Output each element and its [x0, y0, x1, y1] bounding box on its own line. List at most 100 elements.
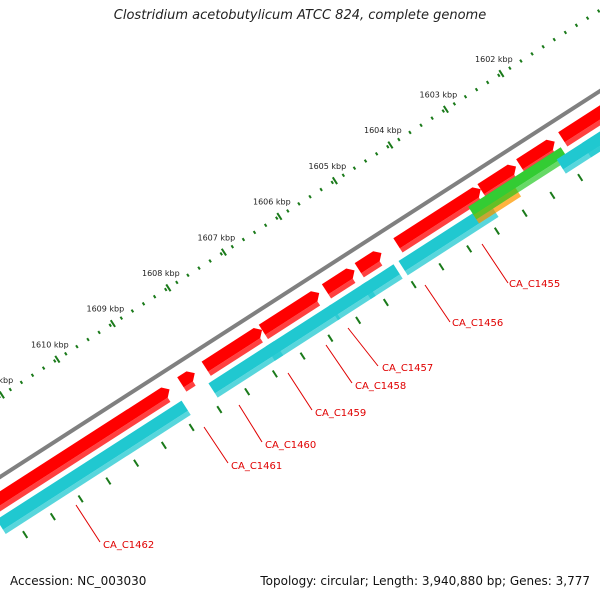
ruler-minor-tick [230, 244, 235, 249]
cds-ca_c1460[interactable] [201, 328, 263, 372]
gene-ca_c1457[interactable] [361, 264, 400, 295]
ruler-minor-tick [197, 266, 201, 271]
ruler-minor-tick [141, 301, 146, 306]
gene-ca_c1457-shade [368, 274, 403, 300]
ruler-label: 1610 kbp [31, 340, 69, 349]
ruler-minor-tick [97, 330, 101, 335]
cds-next[interactable] [558, 87, 600, 143]
ruler-inner-tick [133, 459, 140, 468]
cds-ca_c1455-a[interactable] [477, 164, 517, 195]
ruler-minor-tick [275, 216, 279, 221]
ruler-inner-tick [521, 209, 528, 218]
ruler-minor-tick [596, 9, 600, 13]
label-ca_c1455[interactable]: CA_C1455 [509, 279, 560, 290]
label-ca_c1458[interactable]: CA_C1458 [355, 381, 406, 392]
ruler-minor-tick [519, 59, 523, 63]
ruler-major-tick [54, 355, 61, 364]
ruler-inner-tick [327, 334, 334, 343]
cds-ca_c1461[interactable] [177, 371, 195, 388]
ruler-inner-tick [77, 494, 84, 503]
leader-ca_c1461 [203, 426, 229, 464]
ruler-minor-tick [552, 37, 556, 42]
ruler-major-tick [276, 212, 283, 221]
ruler-inner-tick [410, 280, 417, 289]
ruler-minor-tick [53, 359, 57, 363]
cds-ca_c1458[interactable] [321, 268, 355, 295]
gene-ca_c1460[interactable] [208, 341, 281, 394]
ruler-minor-tick [8, 387, 13, 392]
gene-ca_c1462[interactable] [0, 400, 189, 530]
ruler-minor-tick [164, 287, 168, 292]
ruler-label: 1607 kbp [197, 233, 235, 242]
ruler-minor-tick [186, 273, 190, 278]
gene-ca_c1459-shade [272, 314, 341, 361]
ruler-minor-tick [263, 223, 268, 228]
ruler-minor-tick [330, 180, 334, 185]
ruler-minor-tick [430, 116, 434, 121]
map-title: Clostridium acetobutylicum ATCC 824, com… [113, 8, 487, 23]
cds-ca_c1455-b[interactable] [516, 139, 555, 170]
ruler-minor-tick [408, 130, 412, 135]
ruler-label: 1609 kbp [86, 305, 124, 314]
ruler-minor-tick [308, 194, 312, 199]
label-ca_c1459[interactable]: CA_C1459 [315, 408, 366, 419]
ruler-inner-tick [160, 441, 167, 450]
ruler-major-tick [220, 248, 227, 257]
ruler-minor-tick [86, 337, 90, 342]
ruler-minor-tick [497, 73, 501, 78]
ruler-major-tick [331, 176, 338, 185]
gene-ca_c1456-shade [405, 212, 499, 276]
ruler-minor-tick [452, 101, 457, 106]
genome-summary: Topology: circular; Length: 3,940,880 bp… [260, 574, 590, 588]
ruler-label: 1608 kbp [142, 269, 180, 278]
rna-feature-ca_c1455-shade [476, 192, 522, 224]
ruler-inner-tick [493, 227, 500, 235]
label-ca_c1462[interactable]: CA_C1462 [103, 540, 154, 551]
leader-ca_c1456 [424, 284, 451, 323]
leader-ca_c1455 [481, 243, 509, 284]
gene-next[interactable] [581, 105, 600, 154]
ruler-inner-tick [49, 512, 56, 521]
label-ca_c1460[interactable]: CA_C1460 [265, 440, 316, 451]
ruler-minor-tick [152, 294, 157, 299]
cds-ca_c1457[interactable] [354, 251, 382, 274]
gene-ca_c1460-shade [214, 351, 284, 398]
ruler-minor-tick [252, 230, 257, 235]
ruler-minor-tick [75, 344, 79, 349]
ruler-minor-tick [474, 87, 479, 92]
ruler-inner-tick [105, 477, 112, 485]
gene-ca_c1458[interactable] [328, 281, 374, 317]
rna-ca_c1455-shade [473, 155, 569, 220]
gene-ca_c1456[interactable] [398, 202, 496, 272]
ruler-minor-tick [241, 237, 246, 242]
cds-ca_c1456[interactable] [393, 187, 481, 249]
ruler-minor-tick [574, 23, 579, 28]
ruler-minor-tick [530, 51, 534, 56]
ruler-minor-tick [386, 144, 390, 149]
cds-ca_c1459[interactable] [258, 291, 320, 335]
ruler-inner-tick [549, 191, 556, 200]
ruler-inner-tick [22, 530, 29, 539]
cds-ca_c1458-shade [328, 278, 356, 299]
ruler-minor-tick [297, 201, 301, 206]
label-ca_c1457[interactable]: CA_C1457 [382, 363, 433, 374]
ruler-minor-tick [219, 251, 223, 256]
ruler-minor-tick [108, 323, 112, 328]
cds-ca_c1456-shade [399, 197, 482, 253]
ruler-label: 1604 kbp [364, 126, 402, 135]
label-ca_c1461[interactable]: CA_C1461 [231, 461, 282, 472]
ruler-inner-tick [438, 262, 445, 271]
ruler-minor-tick [208, 259, 212, 263]
ruler-label: 1605 kbp [309, 162, 347, 171]
rna-ca_c1455[interactable] [468, 147, 567, 216]
ruler-minor-tick [64, 351, 68, 356]
ruler-minor-tick [419, 123, 423, 128]
ruler-minor-tick [541, 44, 545, 49]
cds-ca_c1462[interactable] [0, 387, 170, 508]
cds-ca_c1461-shade [183, 381, 196, 392]
ruler-inner-tick [299, 352, 306, 360]
label-ca_c1456[interactable]: CA_C1456 [452, 318, 503, 329]
ruler-minor-tick [363, 159, 368, 163]
gene-ca_c1459[interactable] [265, 304, 338, 357]
